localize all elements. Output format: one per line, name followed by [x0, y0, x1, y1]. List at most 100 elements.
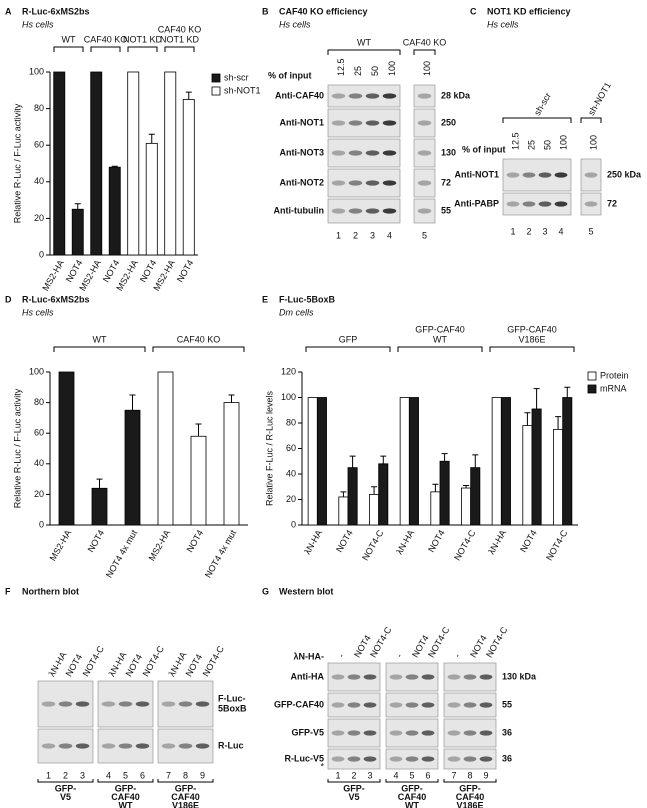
group-label: V5 [60, 792, 71, 802]
blot-panel [580, 192, 602, 216]
group-bracket [502, 117, 572, 123]
band [331, 730, 345, 736]
lane-number: 6 [140, 770, 145, 780]
band [405, 674, 419, 680]
blot-panel [385, 748, 439, 770]
band [554, 201, 568, 207]
lane-label: - [336, 652, 346, 660]
band [348, 180, 363, 186]
row-label: Anti-NOT2 [280, 177, 325, 187]
y-tick-label: 20 [34, 489, 44, 499]
band [41, 743, 56, 749]
group-bracket [152, 346, 245, 352]
bar [53, 71, 66, 256]
group-bracket [413, 49, 436, 55]
band [421, 674, 435, 680]
lane-number: 4 [387, 230, 392, 240]
blot-panel [327, 198, 401, 224]
blot-panel [502, 192, 572, 216]
y-tick-label: 40 [286, 468, 296, 478]
lane-number: 2 [351, 770, 356, 780]
band [331, 208, 346, 214]
legend-swatch [211, 73, 221, 83]
lane-label: NOT4-C [201, 644, 227, 678]
lane-number: 4 [393, 770, 398, 780]
band [522, 201, 536, 207]
panel-title: R-Luc-6xMS2bs [22, 294, 90, 304]
x-tick-label: λN-HA [302, 528, 324, 556]
group-label: GFP-CAF40 [507, 324, 557, 334]
y-axis-label: Relative R-Luc / F-Luc activity [12, 103, 22, 223]
y-tick-label: 40 [34, 458, 44, 468]
bar [157, 371, 174, 526]
x-tick-label: MS2-HA [48, 528, 74, 562]
legend-label: Protein [600, 370, 629, 380]
lane-number: 4 [558, 226, 563, 236]
y-tick-label: 20 [286, 494, 296, 504]
error-bar [441, 453, 448, 462]
band [538, 172, 552, 178]
lane-label: 50 [542, 140, 552, 150]
panel-letter: C [470, 6, 477, 16]
error-bar [185, 91, 192, 100]
bar [470, 467, 481, 526]
group-bracket [327, 779, 381, 783]
size-marker: 55 [502, 699, 512, 709]
group-label: GFP- [459, 783, 481, 793]
lane-number: 8 [467, 770, 472, 780]
band [365, 180, 380, 186]
band [389, 674, 403, 680]
size-marker: 250 [441, 117, 456, 127]
lane-number: 3 [370, 230, 375, 240]
panel-letter: D [5, 294, 12, 304]
band [363, 674, 377, 680]
band [479, 756, 493, 762]
band [417, 120, 432, 126]
blot-panel [385, 692, 439, 718]
group-label: GFP- [175, 783, 197, 793]
band [363, 730, 377, 736]
lane-number: 1 [335, 770, 340, 780]
lane-label: 100 [588, 135, 598, 150]
group-label: CAF40 [398, 792, 427, 802]
group-label: GFP- [115, 783, 137, 793]
lane-label: 100 [558, 135, 568, 150]
lane-label: NOT4-C [368, 625, 394, 659]
error-bar [463, 484, 470, 489]
group-bracket [443, 779, 497, 783]
y-tick-label: 60 [34, 428, 44, 438]
group-bracket [127, 46, 158, 52]
group-bracket [397, 346, 483, 352]
band [405, 730, 419, 736]
band [101, 701, 116, 707]
band [347, 756, 361, 762]
x-tick-label: NOT4-C [360, 528, 386, 562]
band [421, 730, 435, 736]
error-bar [371, 486, 378, 495]
legend-label: sh-scr [224, 72, 249, 82]
band [421, 702, 435, 708]
panel-title: CAF40 KO efficiency [279, 6, 368, 16]
bar [190, 435, 207, 526]
input-label: % of input [268, 70, 312, 80]
bar [223, 402, 240, 526]
x-tick-label: MS2-HA [40, 258, 66, 292]
lane-label: 100 [422, 61, 432, 76]
band [331, 93, 346, 99]
bar [369, 493, 380, 526]
y-axis-label: Relative F-Luc / R-Luc levels [264, 390, 274, 506]
group-bracket [580, 117, 602, 123]
band [479, 730, 493, 736]
lane-number: 4 [106, 770, 111, 780]
bar [338, 496, 349, 526]
blot-panel [443, 748, 497, 770]
x-tick-label: NOT4 [86, 528, 107, 554]
band [331, 120, 346, 126]
band [348, 150, 363, 156]
band [101, 743, 116, 749]
row-label: Anti-NOT3 [280, 147, 325, 157]
band [447, 674, 461, 680]
bar [500, 397, 511, 526]
lane-label: 25 [353, 66, 363, 76]
